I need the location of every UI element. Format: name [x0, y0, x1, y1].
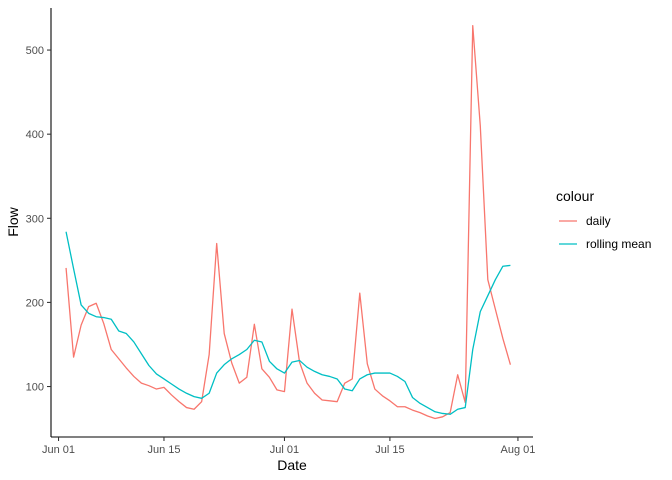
series-line-daily	[65, 25, 512, 420]
series-line-rolling-mean	[65, 231, 511, 415]
x-tick-label: Jun 15	[147, 444, 180, 456]
series-layer	[65, 25, 512, 420]
legend-items: daily rolling mean	[559, 214, 651, 251]
y-axis-title: Flow	[5, 206, 21, 236]
legend-label-daily: daily	[586, 214, 611, 228]
y-tick-label: 200	[26, 297, 44, 309]
legend-label-rolling-mean: rolling mean	[586, 237, 651, 251]
x-ticks: Jun 01 Jun 15 Jul 01 Jul 15 Aug 01	[42, 437, 535, 456]
y-tick-label: 300	[26, 213, 44, 225]
x-tick-label: Aug 01	[501, 444, 536, 456]
y-tick-label: 400	[26, 129, 44, 141]
x-tick-label: Jul 15	[375, 444, 404, 456]
legend-title: colour	[556, 188, 594, 204]
x-tick-label: Jul 01	[270, 444, 299, 456]
legend: colour daily rolling mean	[556, 188, 651, 251]
x-tick-label: Jun 01	[42, 444, 75, 456]
x-axis-title: Date	[277, 457, 307, 473]
y-tick-label: 500	[26, 45, 44, 57]
y-ticks: 100 200 300 400 500	[26, 45, 51, 394]
y-tick-label: 100	[26, 382, 44, 394]
